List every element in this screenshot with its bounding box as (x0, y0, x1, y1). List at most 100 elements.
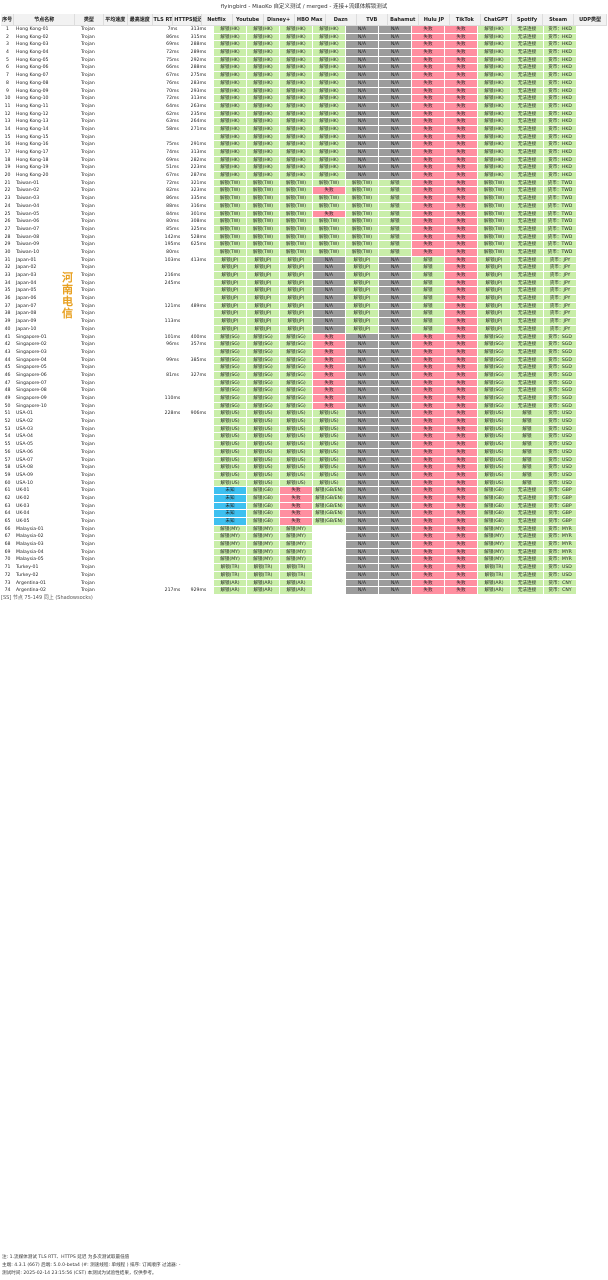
table-cell: 解锁(US) (280, 418, 313, 426)
table-cell: 无法连接 (511, 72, 544, 80)
table-cell: 解锁(SG) (280, 333, 313, 342)
table-cell: 413ms (184, 256, 214, 265)
ss-section-note: [SS] 节点 75-149 同上 (Shadowsocks) (1, 594, 93, 601)
table-cell: 313ms (184, 149, 214, 157)
table-row: 55 USA-05 Trojan 解锁(US) 解锁(US) 解锁(US) 解锁(US) N/… (1, 441, 607, 449)
table-cell: 解锁(HK) (214, 102, 247, 111)
table-cell: 解锁(HK) (313, 133, 346, 142)
table-cell: 解锁(MY) (280, 556, 313, 565)
table-cell: 400.69KB (110, 533, 136, 542)
table-cell: 无法连接 (511, 79, 544, 88)
table-row: 19 Hong Kong-19 Trojan 51ms 223ms 解锁(HK) 解锁(HK… (1, 164, 607, 173)
table-cell: Trojan (80, 556, 110, 565)
table-cell (162, 571, 184, 580)
table-cell: 解锁(HK) (247, 95, 280, 103)
table-cell (184, 479, 214, 488)
table-cell: Trojan (80, 26, 110, 34)
table-cell: 无法连接 (511, 218, 544, 226)
table-cell: Trojan (80, 364, 110, 372)
table-cell: 6 (1, 64, 15, 73)
table-cell: Trojan (80, 387, 110, 395)
table-cell: 70ms (162, 87, 184, 96)
table-cell: N/A (346, 479, 379, 488)
table-cell: N/A (346, 494, 379, 503)
table-cell: 解锁(TW) (478, 248, 511, 257)
footer-line-1: 注: 1.流媒体测试 TLS RTT、HTTPS 延迟 为多次测试取最低值 (2, 1255, 130, 1260)
table-cell: 解锁 (379, 248, 412, 257)
table-cell: 解锁(HK) (247, 64, 280, 73)
table-cell: N/A (346, 133, 379, 142)
table-cell: 失败 (412, 425, 445, 434)
table-cell: 无法连接 (511, 202, 544, 211)
table-cell: 失败 (412, 548, 445, 557)
table-cell: 失败 (412, 410, 445, 419)
table-cell: 解锁(HK) (280, 110, 313, 119)
table-cell: 385ms (184, 356, 214, 365)
table-cell: 解锁(MY) (478, 541, 511, 549)
table-cell: USA-07 (15, 456, 80, 465)
table-cell: Hong Kong-03 (15, 41, 80, 50)
table-cell: 无法连接 (511, 348, 544, 357)
table-cell: N/A (346, 410, 379, 419)
table-cell: 解锁(US) (313, 456, 346, 465)
column-header: 最高速度 (128, 14, 153, 26)
table-cell: 失败 (412, 456, 445, 465)
table-cell: 1.17MB (110, 272, 136, 280)
table-cell: 解锁(JP) (214, 256, 247, 265)
table-cell: 313ms (184, 26, 214, 34)
table-cell: Trojan (80, 571, 110, 580)
table-cell: 528ms (184, 233, 214, 242)
table-cell: 72ms (162, 179, 184, 188)
table-cell: 失败 (412, 395, 445, 403)
table-cell (184, 441, 214, 449)
table-cell: 54 (1, 433, 15, 442)
table-cell: 解锁(JP) (346, 310, 379, 319)
table-cell: 解锁(HK) (478, 156, 511, 165)
table-cell: 失败 (445, 179, 478, 188)
table-cell: Taiwan-06 (15, 218, 80, 226)
table-cell: 解锁(JP) (478, 272, 511, 280)
table-cell: N/A (346, 379, 379, 388)
table-cell: 解锁(US) (478, 464, 511, 472)
table-cell (162, 533, 184, 542)
table-cell: 解锁(US) (313, 464, 346, 472)
table-cell: 解锁(AR) (247, 579, 280, 588)
table-cell: 1.24MB (136, 279, 162, 288)
table-cell: Hong Kong-13 (15, 118, 80, 126)
table-cell: N/A (379, 172, 412, 180)
table-cell: 74ms (162, 149, 184, 157)
table-cell: 失败 (412, 156, 445, 165)
table-cell: 解锁(SG) (247, 333, 280, 342)
table-cell: N/A (346, 502, 379, 511)
table-cell (110, 241, 136, 249)
table-cell: 解锁(HK) (478, 33, 511, 42)
table-cell: 293ms (184, 87, 214, 96)
table-cell: 解锁(TW) (346, 248, 379, 257)
table-cell: 解锁(SG) (247, 364, 280, 372)
table-cell: 30 (1, 248, 15, 257)
table-cell: UK-03 (15, 502, 80, 511)
table-cell: Trojan (80, 371, 110, 380)
table-cell: 39 (1, 318, 15, 326)
table-cell: Trojan (80, 433, 110, 442)
table-cell: 解锁(TW) (346, 195, 379, 203)
table-cell: 未知 (214, 494, 247, 503)
table-cell (136, 41, 162, 50)
table-cell: N/A (379, 118, 412, 126)
table-row: 51 USA-01 Trojan 228ms 906ms 解锁(US) 解锁(US) 解锁(U… (1, 410, 607, 419)
table-cell: 解锁(HK) (478, 49, 511, 57)
table-cell: 无法连接 (511, 233, 544, 242)
table-cell: 货币：TWD (544, 241, 577, 249)
table-cell: 解锁(JP) (247, 318, 280, 326)
table-cell: 解锁(HK) (214, 149, 247, 157)
table-cell: 解锁(MY) (478, 533, 511, 542)
table-cell: 46 (1, 371, 15, 380)
table-cell: 解锁(SG) (214, 364, 247, 372)
table-cell: N/A (379, 318, 412, 326)
table-cell: 解锁 (511, 410, 544, 419)
table-cell: 1.80MB (110, 87, 136, 96)
table-cell (184, 348, 214, 357)
table-cell: 货币：TWD (544, 210, 577, 219)
table-row: 25 Taiwan-05 Trojan 84ms 301ms 解锁(TW) 解锁(TW) 解锁… (1, 210, 607, 219)
table-cell (184, 325, 214, 334)
